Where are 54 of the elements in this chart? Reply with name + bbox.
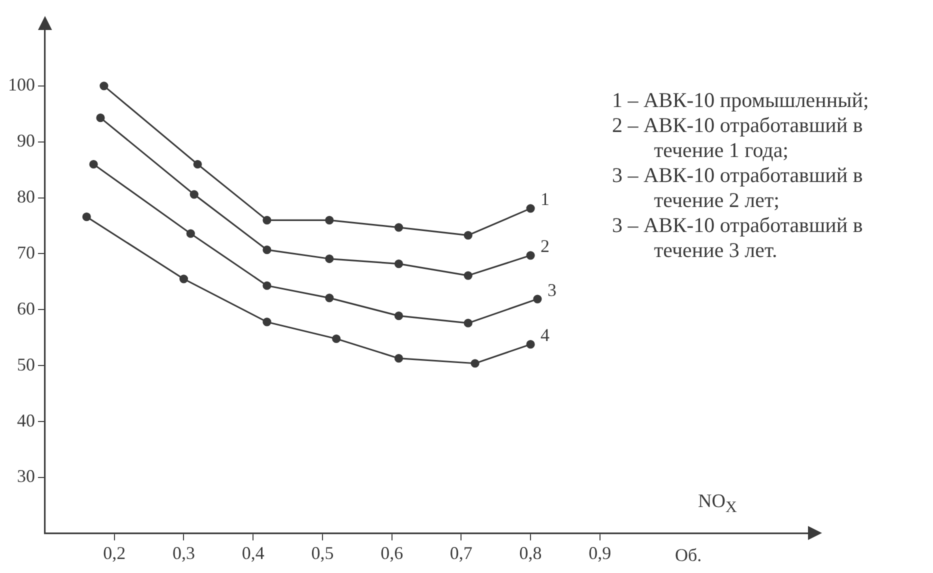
y-tick-label: 50 [17, 354, 35, 374]
point [82, 212, 91, 222]
point [533, 294, 542, 304]
annotation: 1 – АВК-10 промышленный; [612, 88, 870, 113]
y-tick-label: 30 [17, 466, 35, 486]
y-tick-label: 70 [17, 242, 35, 262]
x-tick-label: 0,8 [519, 542, 542, 563]
point [394, 223, 404, 232]
text: Об. [675, 545, 702, 566]
point [325, 294, 334, 302]
series-label: 4 [540, 325, 550, 346]
annotation: 3 – АВК-10 отработавший в течение 2 лет; [612, 163, 864, 213]
point [526, 340, 535, 349]
point [526, 251, 535, 260]
point [190, 190, 198, 199]
point [332, 334, 341, 344]
x-axis-title: NO$_{X}$ [698, 491, 737, 518]
series-label: 2 [540, 236, 550, 256]
point [470, 359, 480, 368]
point [193, 160, 202, 169]
point [179, 274, 188, 284]
x-tick-label: 0,4 [242, 542, 264, 563]
x-tick-label: 0,7 [450, 542, 472, 563]
point [186, 229, 195, 238]
y-tick-label: 40 [17, 410, 35, 430]
x-tick-label: 0,3 [172, 542, 195, 563]
series-label: 3 [547, 280, 556, 300]
point [325, 216, 334, 224]
point [262, 281, 272, 290]
x-tick-label: 0,6 [380, 542, 404, 563]
point [96, 114, 105, 122]
point [325, 254, 334, 264]
y-tick-label: 80 [17, 186, 35, 207]
y-tick-label: 60 [17, 298, 35, 318]
point [100, 82, 108, 90]
x-tick-label: 0,9 [588, 542, 612, 563]
point [464, 318, 472, 328]
x-tick-label: 0,2 [103, 542, 126, 563]
point [262, 246, 272, 254]
point [526, 204, 535, 213]
point [464, 230, 472, 240]
point [394, 260, 404, 268]
point [89, 160, 98, 169]
point [394, 354, 404, 363]
point [262, 318, 272, 326]
y-tick-label: 90 [17, 130, 35, 151]
annotation: 2 – АВК-10 отработавший в течение 1 года; [612, 113, 864, 163]
series-label: 1 [540, 189, 550, 210]
y-tick-label: 100 [8, 74, 35, 95]
point [394, 312, 404, 320]
x-tick-label: 0,5 [311, 542, 334, 563]
annotation: 3 – АВК-10 отработавший в течение 3 лет. [612, 213, 864, 263]
point [464, 271, 472, 280]
point [262, 216, 272, 224]
